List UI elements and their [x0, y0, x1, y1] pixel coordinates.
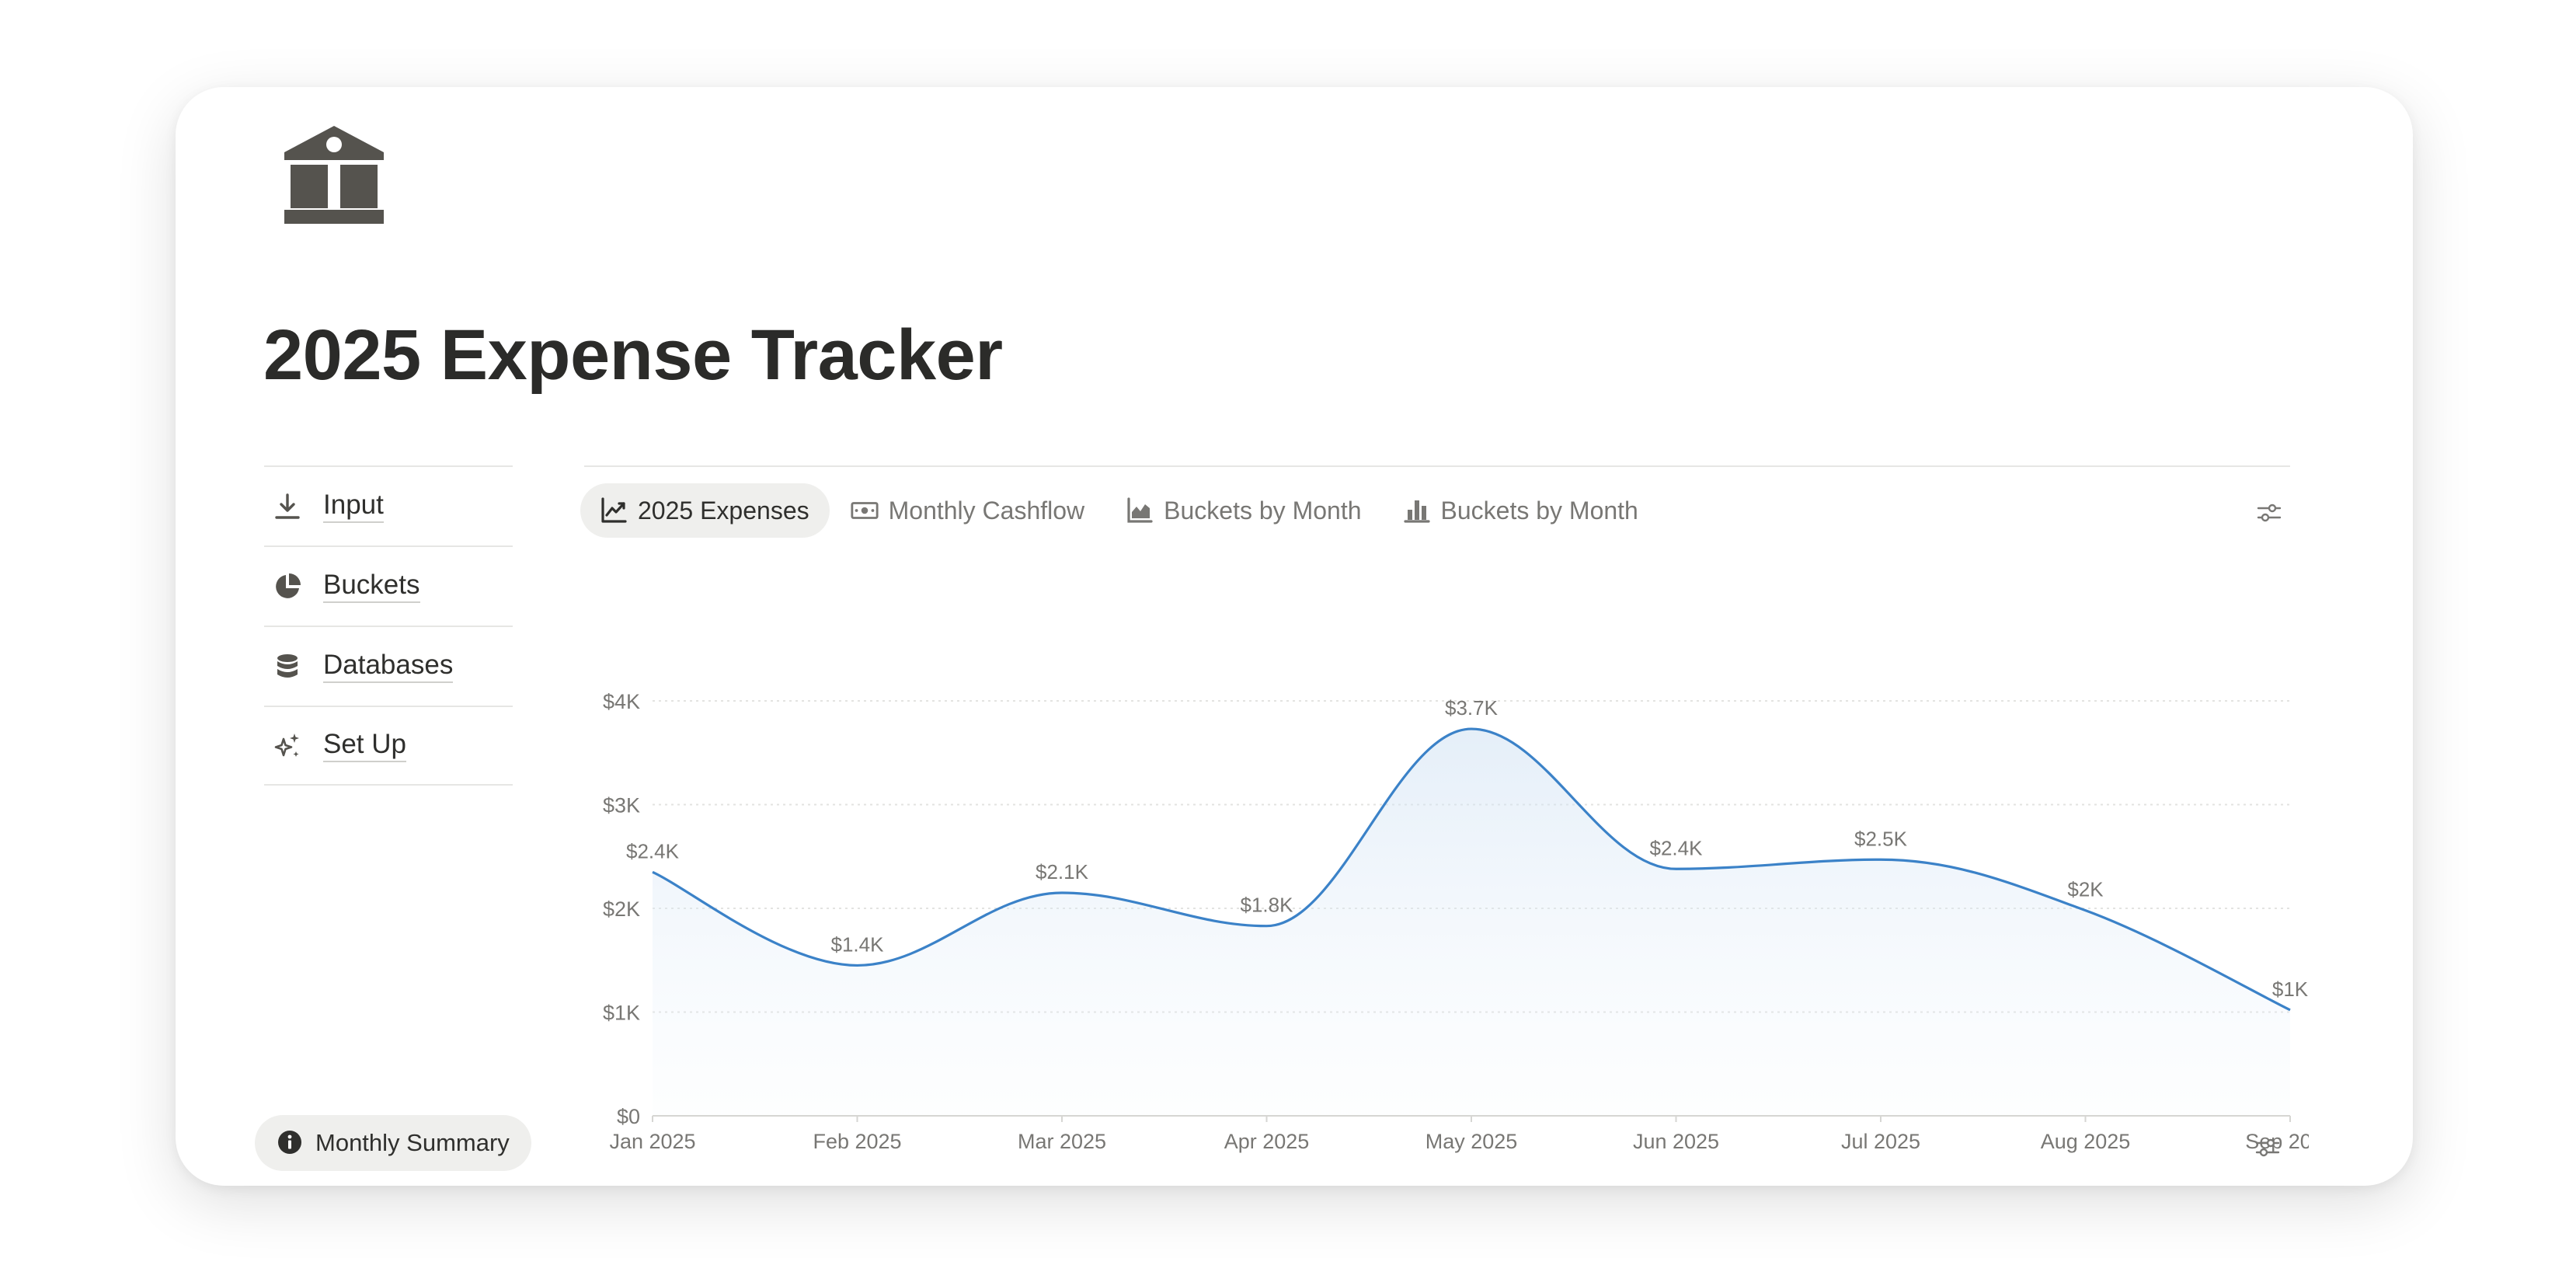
nav-item-label: Input: [323, 490, 384, 523]
tab-label: Monthly Cashflow: [888, 496, 1085, 524]
x-tick-label: Jun 2025: [1633, 1130, 1719, 1153]
expenses-chart: $0 $1K $2K $3K $4K Jan 2025 Feb 2025 Mar 2025 Ap…: [584, 569, 2335, 1159]
data-label: $1.8K: [1241, 894, 1294, 917]
data-point[interactable]: [1057, 888, 1067, 897]
nav-item-label: Buckets: [323, 570, 420, 603]
x-tick-label: Jan 2025: [609, 1130, 695, 1153]
expenses-chart-svg: $0 $1K $2K $3K $4K Jan 2025 Feb 2025 Mar 2025 Ap…: [603, 690, 2335, 1153]
tab-buckets-by-month-bar[interactable]: Buckets by Month: [1384, 483, 1659, 538]
sidebar-nav: Input Buckets Databases: [264, 465, 513, 786]
x-tick-label: Jul 2025: [1841, 1130, 1920, 1153]
sparkles-icon: [272, 730, 303, 761]
summary-settings-button[interactable]: [2251, 1131, 2285, 1165]
x-tick-label: Aug 2025: [2041, 1130, 2131, 1153]
view-tabs: 2025 Expenses Monthly Cashflow Buckets: [580, 483, 1660, 538]
tab-2025-expenses[interactable]: 2025 Expenses: [580, 483, 830, 538]
y-tick-label: $1K: [603, 1002, 640, 1025]
data-label: $2.1K: [1036, 860, 1089, 883]
tab-monthly-cashflow[interactable]: Monthly Cashflow: [831, 483, 1105, 538]
tabs-divider: [584, 465, 2290, 467]
sliders-icon: [2257, 504, 2282, 522]
tab-label: 2025 Expenses: [638, 496, 809, 524]
x-tick-label: Feb 2025: [813, 1130, 901, 1153]
nav-item-label: Databases: [323, 650, 454, 683]
data-point[interactable]: [2081, 906, 2090, 915]
tab-label: Buckets by Month: [1440, 496, 1638, 524]
data-point[interactable]: [1672, 864, 1681, 873]
line-chart-icon: [599, 496, 628, 525]
data-label: $2.4K: [626, 839, 680, 863]
money-icon: [850, 496, 879, 525]
monthly-summary-chip[interactable]: Monthly Summary: [255, 1115, 531, 1171]
y-tick-label: $2K: [603, 897, 640, 921]
data-label: $1.4K: [831, 932, 885, 956]
nav-item-buckets[interactable]: Buckets: [264, 545, 513, 626]
data-label: $1K: [2272, 978, 2309, 1001]
database-icon: [272, 651, 303, 682]
data-label: $2.5K: [1854, 827, 1908, 850]
data-point[interactable]: [648, 867, 657, 876]
monthly-summary-label: Monthly Summary: [315, 1129, 510, 1156]
tab-buckets-by-month-area[interactable]: Buckets by Month: [1106, 483, 1381, 538]
data-label: $2.4K: [1650, 836, 1704, 859]
y-tick-label: $3K: [603, 794, 640, 817]
page-card: 2025 Expense Tracker Input Buckets: [176, 87, 2413, 1186]
data-point[interactable]: [853, 960, 862, 970]
y-tick-label: $0: [617, 1105, 640, 1128]
data-label: $2K: [2067, 878, 2104, 901]
series-line: [652, 727, 2291, 1012]
bar-chart-icon: [1402, 496, 1432, 525]
pie-chart-icon: [272, 571, 303, 602]
x-tick-label: Mar 2025: [1018, 1130, 1106, 1153]
tab-label: Buckets by Month: [1164, 496, 1362, 524]
data-label: $3.7K: [1445, 696, 1499, 720]
data-point[interactable]: [1262, 922, 1272, 931]
nav-item-input[interactable]: Input: [264, 465, 513, 545]
nav-item-setup[interactable]: Set Up: [264, 706, 513, 786]
area-chart-icon: [1125, 496, 1154, 525]
bank-icon: [284, 126, 384, 224]
nav-item-label: Set Up: [323, 729, 406, 762]
nav-item-databases[interactable]: Databases: [264, 626, 513, 706]
area-fill: [653, 729, 2290, 1116]
view-settings-button[interactable]: [2252, 496, 2286, 530]
x-tick-label: May 2025: [1426, 1130, 1518, 1153]
data-point[interactable]: [1467, 724, 1476, 734]
info-icon: [277, 1129, 305, 1157]
y-tick-label: $4K: [603, 690, 640, 713]
x-tick-label: Apr 2025: [1224, 1130, 1310, 1153]
data-point[interactable]: [1876, 855, 1885, 864]
data-point[interactable]: [2285, 1005, 2295, 1015]
page-title: 2025 Expense Tracker: [263, 315, 1003, 395]
download-icon: [272, 491, 303, 522]
sliders-icon: [2255, 1138, 2280, 1157]
